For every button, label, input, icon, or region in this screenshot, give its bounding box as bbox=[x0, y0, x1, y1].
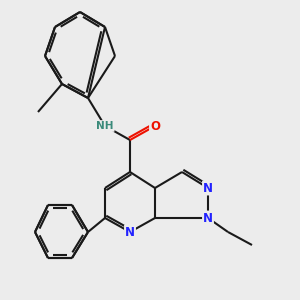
Text: O: O bbox=[150, 119, 160, 133]
Text: N: N bbox=[203, 212, 213, 224]
Text: NH: NH bbox=[96, 121, 114, 131]
Text: N: N bbox=[203, 182, 213, 194]
Text: N: N bbox=[125, 226, 135, 238]
